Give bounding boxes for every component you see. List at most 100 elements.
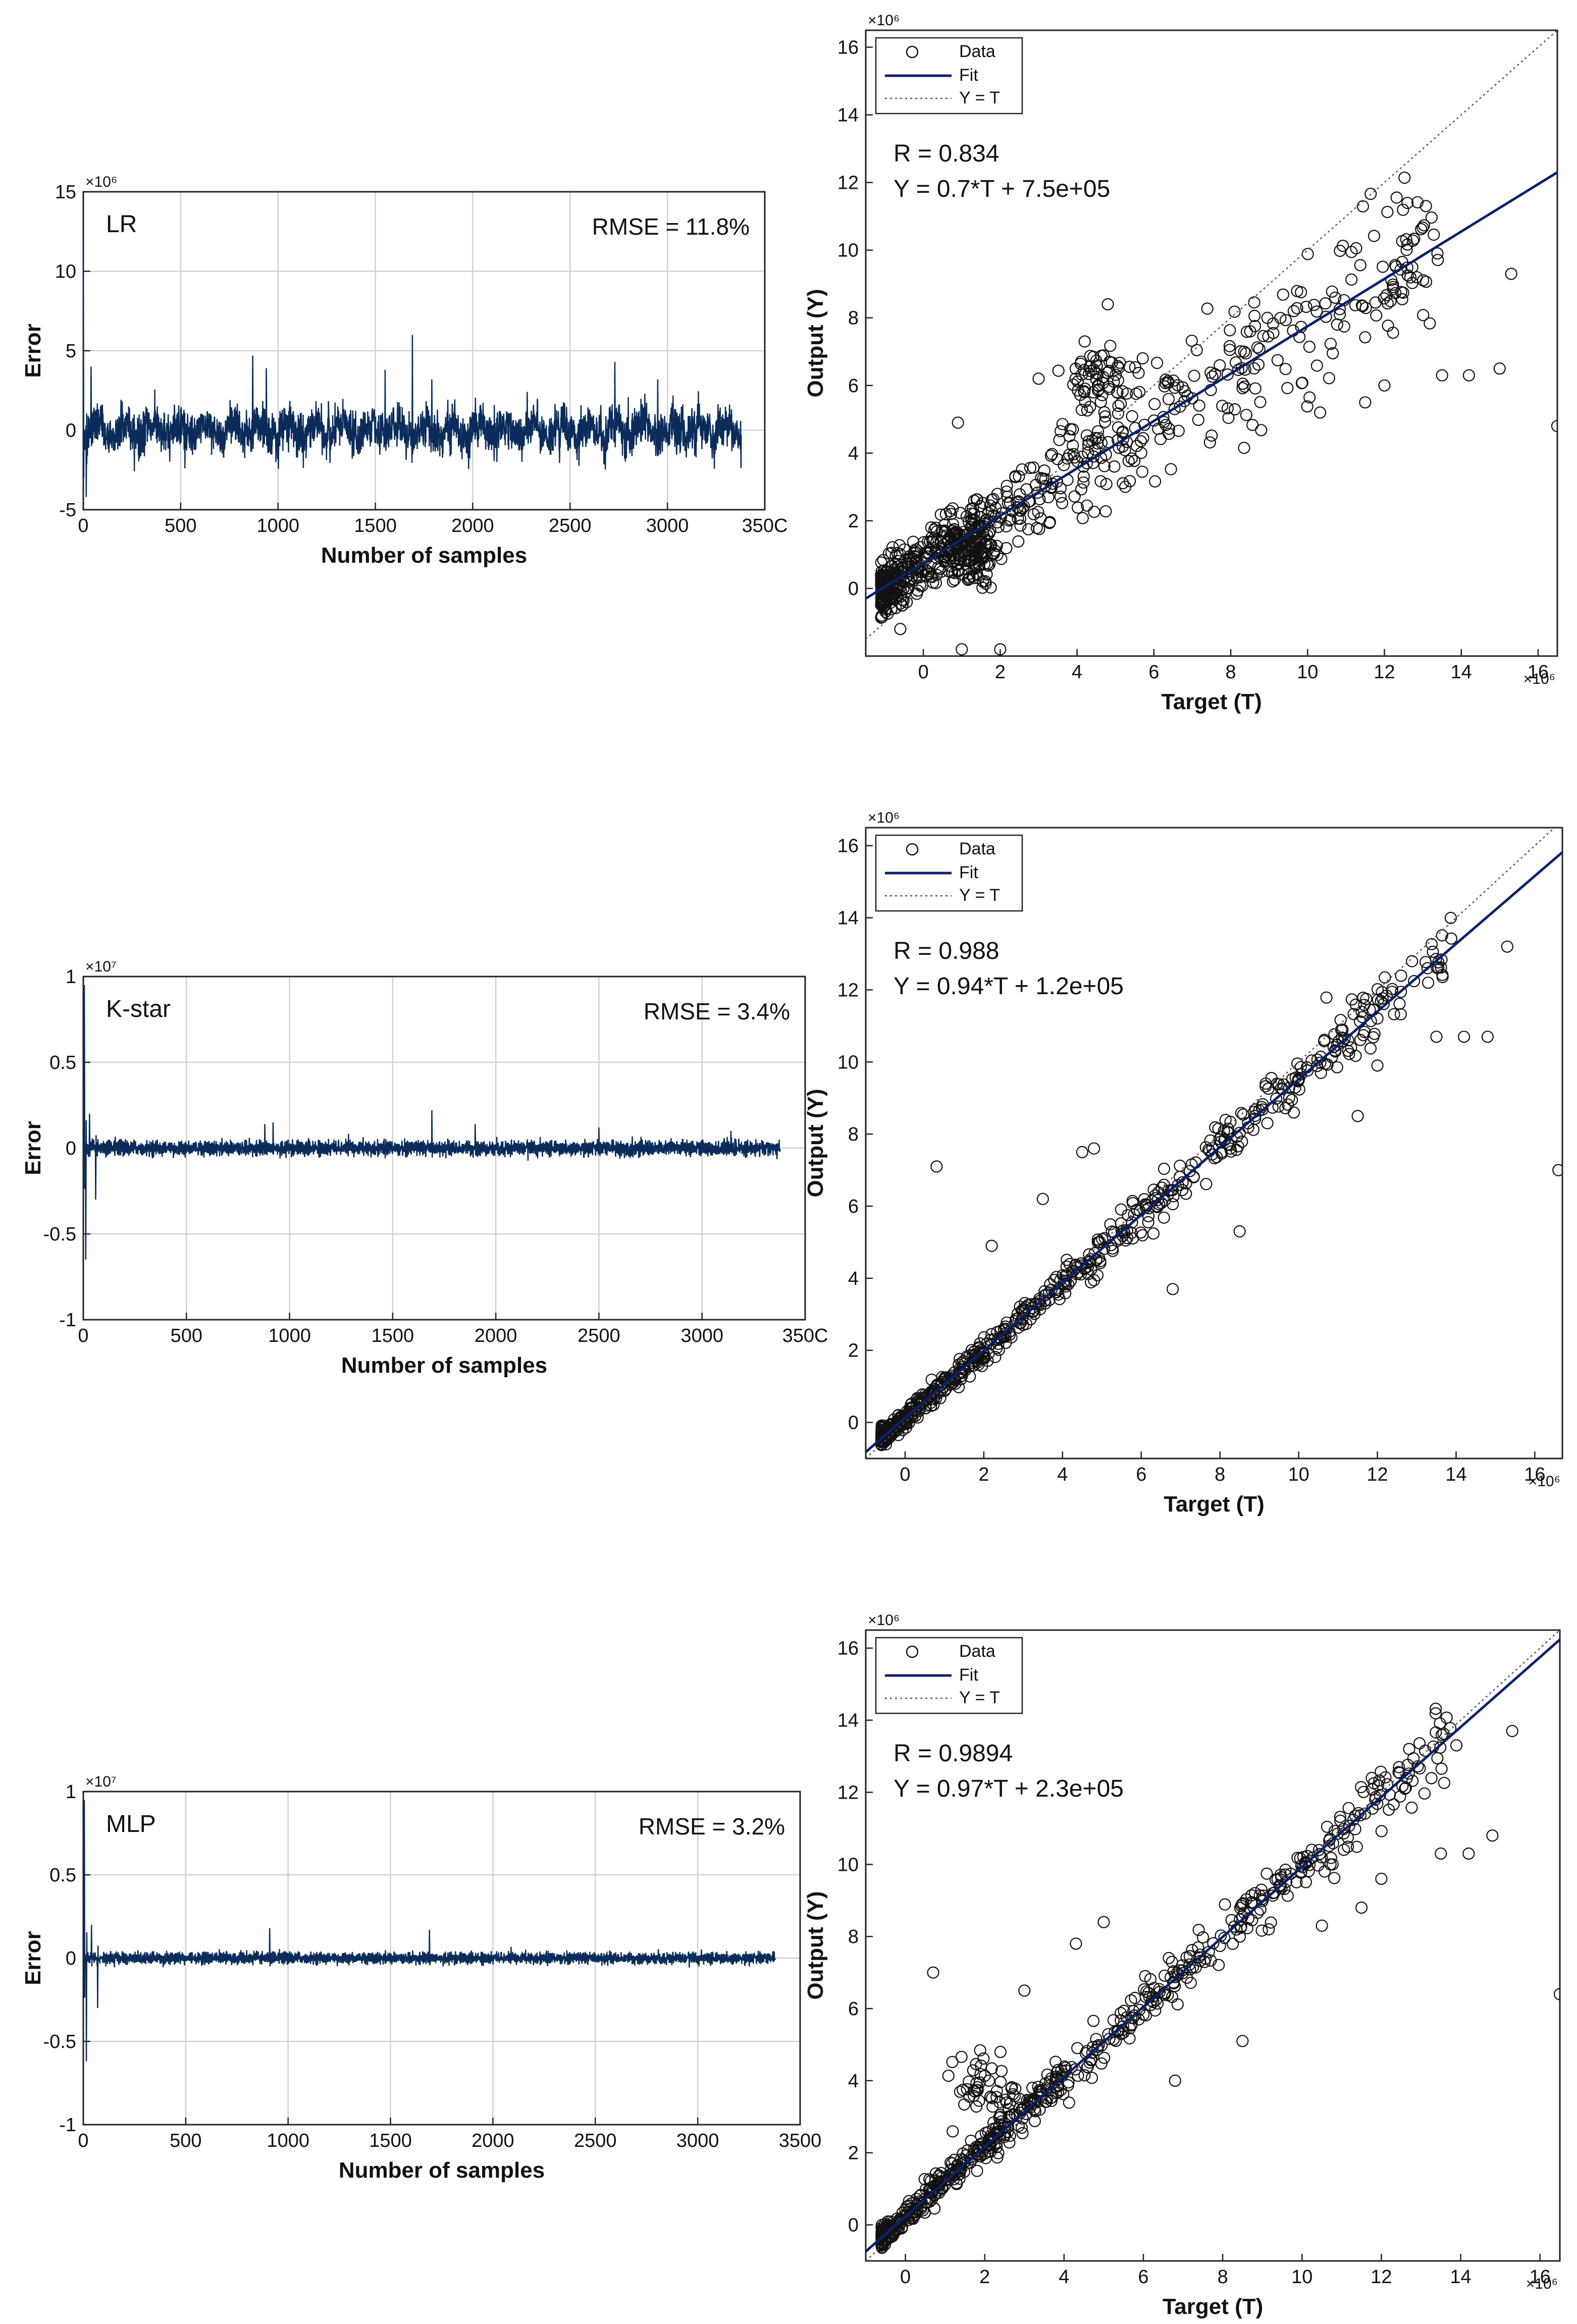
data-point: [1001, 491, 1014, 503]
data-point: [1183, 1950, 1196, 1963]
data-point: [1071, 2042, 1084, 2055]
data-point: [1420, 956, 1432, 968]
data-point: [1326, 285, 1338, 298]
legend-label-fit: Fit: [959, 863, 978, 882]
data-point: [1301, 400, 1313, 413]
data-point: [1397, 203, 1409, 216]
data-point: [1437, 1727, 1450, 1740]
data-point: [1335, 1023, 1347, 1036]
data-point: [1249, 319, 1261, 333]
data-point: [1225, 1145, 1237, 1158]
data-point: [1381, 1778, 1393, 1791]
data-point: [1183, 1958, 1196, 1971]
x-tick-label: 4: [1057, 1464, 1068, 1485]
data-point: [1168, 403, 1181, 415]
data-point: [1294, 1061, 1307, 1073]
data-point: [1001, 2096, 1013, 2109]
data-point: [1375, 1872, 1388, 1885]
data-point: [1279, 314, 1292, 327]
data-point: [1104, 1218, 1117, 1231]
y-axis-title: Error: [21, 323, 45, 378]
data-point: [1416, 221, 1429, 234]
y-tick-label: 16: [837, 1638, 859, 1659]
data-point: [887, 2222, 900, 2234]
data-point: [1425, 211, 1438, 224]
data-point: [1192, 413, 1204, 426]
data-point: [1076, 1146, 1088, 1158]
data-point: [1411, 1760, 1424, 1773]
data-point: [1342, 1802, 1355, 1814]
r-value-label: R = 0.834: [893, 140, 999, 167]
data-point: [1119, 1234, 1132, 1247]
data-point: [1229, 356, 1242, 369]
data-point: [1054, 482, 1067, 495]
x-tick-label: 3000: [676, 2130, 719, 2151]
data-point: [970, 2058, 982, 2070]
data-point: [1279, 1102, 1292, 1114]
data-point: [1432, 253, 1444, 266]
data-point: [978, 558, 991, 570]
x-tick-label: 350C: [782, 1325, 828, 1346]
data-point: [1238, 345, 1250, 358]
data-point: [1305, 1844, 1318, 1856]
data-point: [1028, 2115, 1041, 2127]
data-point: [1337, 1827, 1350, 1840]
data-point: [1030, 521, 1043, 534]
data-point: [1445, 932, 1457, 945]
panel-label: K-star: [106, 996, 171, 1022]
data-point: [1115, 397, 1127, 410]
x-tick-label: 3000: [646, 515, 689, 536]
data-point: [1049, 2076, 1062, 2088]
data-point: [963, 555, 976, 568]
data-point: [1123, 2032, 1136, 2045]
legend-label-fit: Fit: [959, 66, 978, 85]
data-point: [1551, 420, 1557, 433]
data-point: [1148, 398, 1161, 410]
data-point: [1068, 490, 1081, 503]
data-point: [1117, 425, 1129, 438]
data-point: [1199, 1141, 1212, 1154]
data-point: [1050, 2074, 1063, 2086]
x-tick-label: 8: [1225, 662, 1236, 683]
x-tick-label: 500: [171, 1325, 202, 1346]
data-point: [1368, 230, 1381, 242]
data-point: [1122, 455, 1135, 467]
data-point: [1377, 260, 1389, 273]
data-point: [1090, 373, 1102, 386]
data-point: [1181, 1971, 1193, 1984]
data-point: [1240, 409, 1252, 421]
data-point: [1265, 1916, 1277, 1929]
data-point: [960, 510, 973, 523]
data-point: [1206, 370, 1219, 383]
data-point: [905, 1397, 918, 1410]
data-point: [1334, 1811, 1346, 1823]
data-point: [1303, 340, 1316, 353]
data-point: [985, 494, 998, 506]
data-point: [972, 530, 985, 543]
data-point: [946, 550, 959, 562]
legend-label-data: Data: [959, 1642, 995, 1661]
data-point: [1076, 512, 1089, 524]
data-point: [1435, 1762, 1448, 1775]
data-point: [994, 2128, 1007, 2140]
data-point: [1395, 969, 1407, 982]
data-point: [989, 510, 1002, 523]
data-point: [875, 596, 887, 609]
x-tick-label: 1500: [354, 515, 397, 536]
data-point: [1236, 382, 1249, 395]
data-point: [1128, 455, 1141, 467]
data-point: [913, 571, 926, 583]
data-point: [1118, 1226, 1130, 1239]
data-point: [1421, 962, 1434, 975]
data-point: [1203, 436, 1216, 449]
data-point: [1370, 309, 1383, 322]
data-point: [1180, 1177, 1192, 1190]
data-point: [1085, 2072, 1098, 2084]
data-point: [1553, 1988, 1560, 2001]
data-point: [1259, 1080, 1272, 1093]
data-point: [948, 567, 961, 579]
data-point: [1093, 1235, 1106, 1248]
kstar-regression-chart: 0 2 4 6 8 10 12 14 16 0 2 4 6 8 10 12 14 16 Target (T) Outp…: [803, 809, 1563, 1517]
data-point: [1236, 377, 1249, 390]
